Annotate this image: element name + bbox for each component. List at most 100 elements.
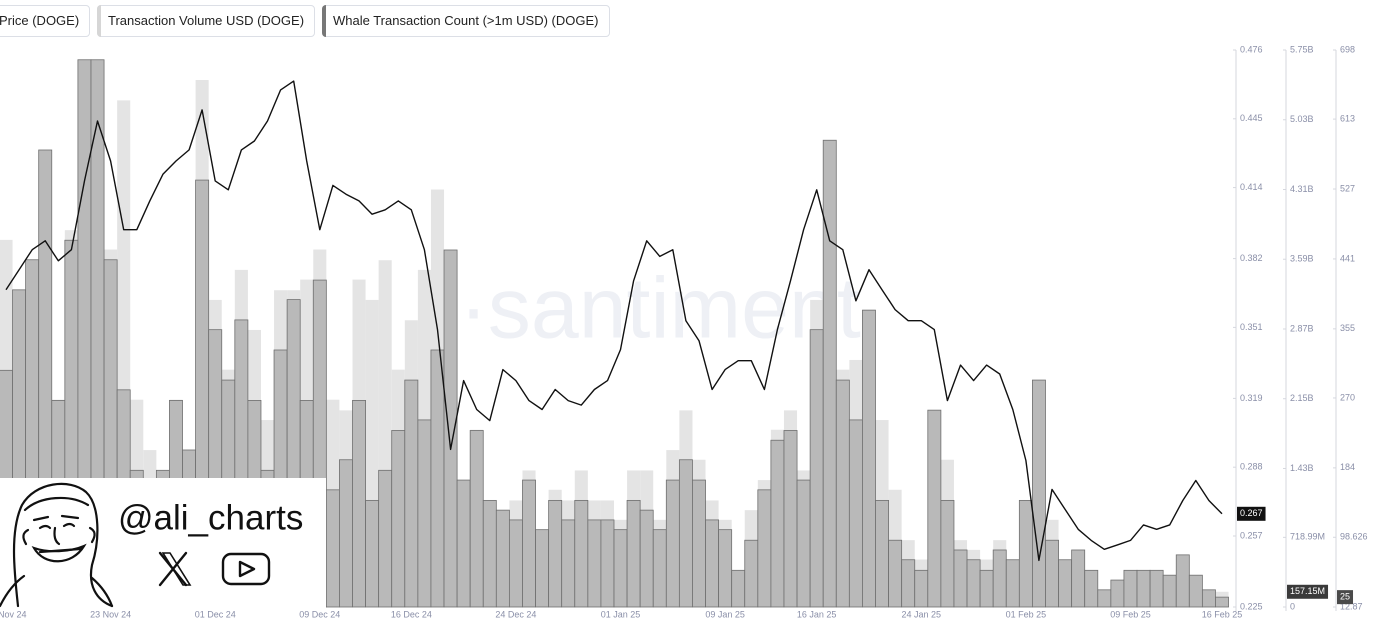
y-tick-label: 0.382 bbox=[1240, 253, 1263, 263]
bar bbox=[1175, 554, 1190, 608]
bar bbox=[953, 549, 968, 608]
badge-background bbox=[1237, 506, 1266, 521]
bar bbox=[626, 499, 641, 608]
bar bbox=[875, 499, 889, 608]
y-tick-label: 0.288 bbox=[1240, 462, 1263, 472]
bar bbox=[992, 549, 1007, 608]
y-tick-label: 2.87B bbox=[1290, 323, 1314, 333]
y-tick-label: 441 bbox=[1340, 253, 1355, 263]
bar bbox=[1005, 559, 1020, 608]
bar bbox=[1018, 499, 1033, 608]
bar bbox=[325, 489, 340, 608]
last-value-badge: 25 bbox=[1337, 590, 1354, 605]
bar bbox=[848, 419, 863, 608]
bar bbox=[809, 329, 824, 608]
x-logo bbox=[158, 551, 192, 587]
bar bbox=[1032, 379, 1046, 608]
y-tick-label: 718.99M bbox=[1290, 532, 1325, 542]
bar bbox=[443, 249, 458, 608]
author-overlay: @ali_charts bbox=[0, 478, 326, 609]
y-tick-label: 0.319 bbox=[1240, 393, 1263, 403]
bar bbox=[1188, 574, 1203, 608]
y-tick-label: 5.75B bbox=[1290, 44, 1314, 54]
x-tick-label: 01 Jan 25 bbox=[601, 609, 641, 619]
bar bbox=[940, 499, 955, 608]
legend-button[interactable]: Whale Transaction Count (>1m USD) (DOGE) bbox=[322, 5, 610, 37]
y-tick-label: 613 bbox=[1340, 113, 1355, 123]
youtube-logo bbox=[221, 552, 271, 586]
bar bbox=[1097, 589, 1112, 608]
y-tick-label: 0.257 bbox=[1240, 530, 1263, 540]
bar bbox=[339, 459, 353, 608]
y-tick-label: 12.87 bbox=[1340, 601, 1363, 611]
legend-button[interactable]: Transaction Volume USD (DOGE) bbox=[97, 5, 316, 37]
bar bbox=[1071, 549, 1086, 608]
bar bbox=[574, 499, 589, 608]
bar bbox=[1084, 569, 1099, 608]
bar bbox=[862, 309, 876, 608]
y-tick-label: 98.626 bbox=[1340, 532, 1368, 542]
bar bbox=[417, 419, 432, 608]
x-tick-label: 01 Dec 24 bbox=[195, 609, 236, 619]
legend-button[interactable]: Price (DOGE) bbox=[0, 5, 91, 37]
x-tick-label: 09 Feb 25 bbox=[1110, 609, 1151, 619]
bar bbox=[548, 499, 563, 608]
badge-background bbox=[1337, 590, 1354, 605]
legend-label: Whale Transaction Count (>1m USD) (DOGE) bbox=[333, 13, 599, 28]
y-tick-label: 1.43B bbox=[1290, 463, 1314, 473]
bar bbox=[404, 379, 419, 608]
y-tick-label: 0.445 bbox=[1240, 113, 1263, 123]
badge-background bbox=[1287, 584, 1329, 599]
bar bbox=[1045, 539, 1059, 608]
author-handle: @ali_charts bbox=[118, 498, 303, 537]
last-value-label: 157.15M bbox=[1290, 586, 1325, 596]
x-tick-label: 23 Nov 24 bbox=[90, 609, 131, 619]
x-tick-label: 01 Feb 25 bbox=[1006, 609, 1047, 619]
bar bbox=[378, 469, 393, 608]
bar bbox=[469, 430, 484, 608]
bar bbox=[495, 509, 510, 608]
bar bbox=[456, 479, 471, 608]
bar bbox=[770, 439, 785, 608]
bar bbox=[652, 529, 667, 608]
bar bbox=[1123, 569, 1138, 608]
bar bbox=[731, 569, 746, 608]
bar bbox=[482, 499, 497, 608]
bar bbox=[705, 519, 720, 608]
x-tick-label: 24 Jan 25 bbox=[901, 609, 941, 619]
x-tick-label: 16 Feb 25 bbox=[1202, 609, 1243, 619]
bar bbox=[613, 529, 628, 608]
bar bbox=[391, 430, 406, 608]
bar bbox=[678, 459, 693, 608]
price-line bbox=[5, 80, 1223, 562]
y-tick-label: 270 bbox=[1340, 392, 1355, 402]
bar bbox=[796, 479, 811, 608]
bar bbox=[1058, 559, 1073, 608]
last-value-badge: 157.15M bbox=[1287, 584, 1329, 599]
x-tick-label: 24 Dec 24 bbox=[495, 609, 536, 619]
y-tick-label: 2.15B bbox=[1290, 393, 1314, 403]
y-tick-label: 184 bbox=[1340, 462, 1355, 472]
bar bbox=[430, 349, 445, 608]
bar bbox=[692, 479, 706, 608]
bar bbox=[665, 479, 680, 608]
y-tick-label: 5.03B bbox=[1290, 114, 1314, 124]
bar bbox=[744, 539, 759, 608]
bar bbox=[561, 519, 576, 608]
bar bbox=[1136, 569, 1151, 608]
last-value-label: 0.267 bbox=[1240, 508, 1263, 518]
bar bbox=[783, 430, 798, 608]
y-tick-label: 0 bbox=[1290, 601, 1295, 611]
bar bbox=[835, 379, 850, 608]
y-tick-label: 0.476 bbox=[1240, 44, 1263, 54]
y-tick-label: 4.31B bbox=[1290, 184, 1314, 194]
y-tick-label: 355 bbox=[1340, 323, 1355, 333]
bar bbox=[1110, 579, 1125, 608]
bar bbox=[508, 519, 523, 608]
bar bbox=[535, 529, 550, 608]
last-value-badge: 0.267 bbox=[1237, 506, 1266, 521]
bar bbox=[1149, 569, 1164, 608]
last-value-label: 25 bbox=[1340, 592, 1350, 602]
